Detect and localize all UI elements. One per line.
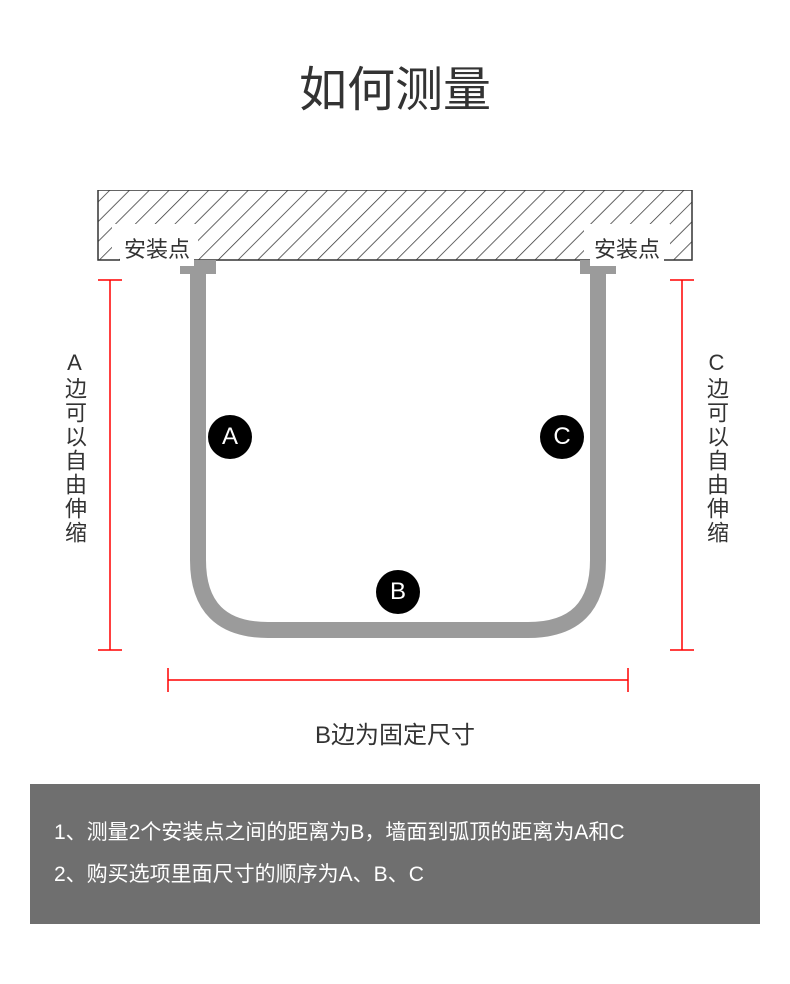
mount-label-right: 安装点 (590, 230, 664, 266)
vertical-label-c: C边可以自由伸缩 (700, 350, 732, 545)
measurement-diagram: 安装点 安装点 A边可以自由伸缩 C边可以自由伸缩 A B C B边为固定尺寸 (50, 190, 740, 750)
bottom-label-b: B边为固定尺寸 (50, 715, 740, 750)
marker-c: C (540, 415, 584, 459)
notes-box: 1、测量2个安装点之间的距离为B，墙面到弧顶的距离为A和C 2、购买选项里面尺寸… (30, 784, 760, 924)
note-line-1: 1、测量2个安装点之间的距离为B，墙面到弧顶的距离为A和C (54, 812, 736, 854)
dimension-c (670, 280, 694, 650)
vertical-label-a: A边可以自由伸缩 (58, 350, 90, 545)
marker-a: A (208, 415, 252, 459)
note-line-2: 2、购买选项里面尺寸的顺序为A、B、C (54, 854, 736, 896)
diagram-svg (50, 190, 740, 750)
page-title: 如何测量 (0, 0, 790, 120)
mount-label-left: 安装点 (120, 230, 194, 266)
dimension-b (168, 668, 628, 692)
marker-b: B (376, 570, 420, 614)
dimension-a (98, 280, 122, 650)
